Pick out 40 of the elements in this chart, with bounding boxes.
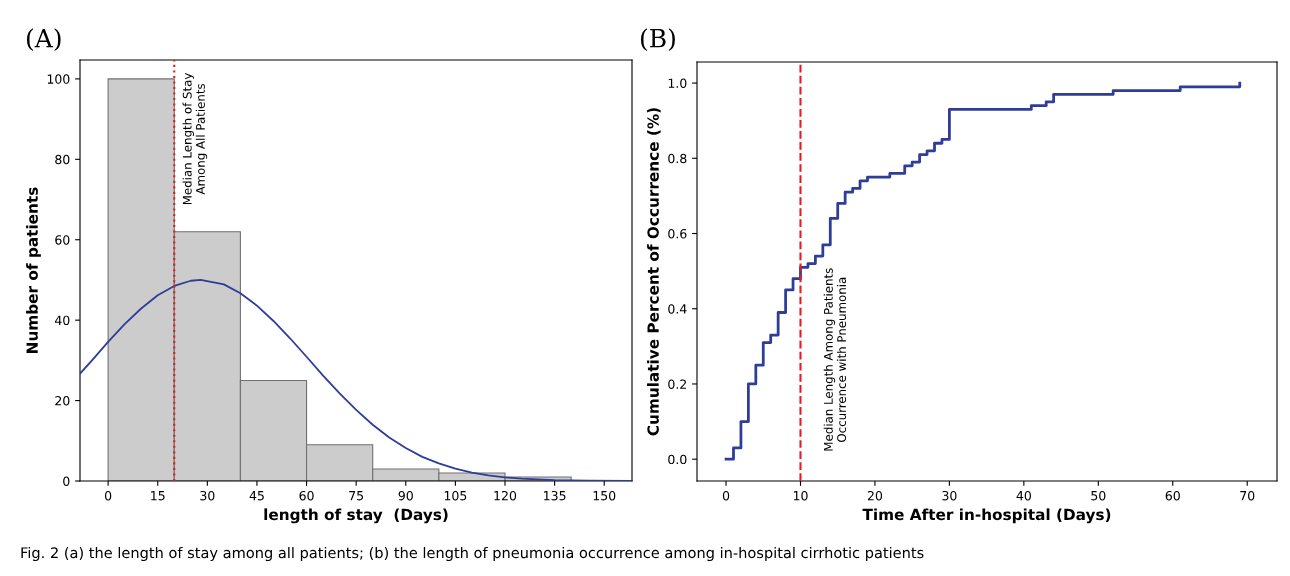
x-tick-label: 50: [1091, 490, 1106, 501]
y-tick-label: 0.6: [668, 228, 687, 239]
x-tick-label: 60: [1165, 490, 1180, 501]
y-tick-label: 40: [54, 315, 70, 326]
x-tick-label: 105: [444, 490, 467, 501]
x-tick-label: 40: [1016, 490, 1031, 501]
x-tick-label: 90: [398, 490, 413, 501]
y-tick-label: 20: [55, 396, 70, 406]
x-tick-label: 20: [867, 490, 883, 501]
x-axis-title: length of stay (Days): [264, 508, 448, 524]
text: (B): [640, 28, 675, 52]
x-tick-label: 135: [544, 490, 566, 501]
y-axis-title: Number of patients: [26, 187, 41, 353]
y-tick-label: 0.0: [668, 454, 687, 465]
x-tick-label: 0: [104, 490, 112, 501]
x-tick-label: 30: [942, 490, 957, 501]
y-tick-label: 80: [55, 154, 70, 165]
y-tick-label: 0.2: [668, 379, 687, 389]
x-tick-label: 150: [593, 490, 616, 501]
x-tick-label: 10: [793, 490, 808, 501]
y-tick-label: 60: [55, 235, 70, 245]
y-tick-label: 0.4: [668, 304, 687, 314]
x-tick-label: 15: [151, 491, 165, 501]
x-tick-label: 70: [1240, 490, 1255, 501]
x-tick-label: 45: [249, 491, 264, 501]
y-tick-label: 1.0: [668, 78, 687, 88]
y-tick-label: 100: [47, 74, 70, 84]
y-axis-title: Cumulative Percent of Occurrence (%): [647, 108, 661, 436]
y-tick-label: 0.8: [668, 153, 687, 164]
x-tick-label: 120: [494, 490, 517, 501]
ref-line-label: Median Length of Stay Among All Patients: [182, 72, 208, 205]
x-axis-title: Time After in-hospital (Days): [862, 508, 1111, 524]
x-tick-label: 0: [722, 490, 730, 501]
x-tick-label: 30: [200, 490, 215, 501]
x-tick-label: 75: [349, 491, 364, 501]
text: (A): [26, 28, 61, 52]
ref-line-label: Median Length Among Patients Occurrence with Pneumonia: [823, 268, 847, 451]
x-tick-label: 60: [299, 490, 314, 501]
caption: Fig. 2 (a) the length of stay among all patients; (b) the length of pneumonia occurrence among in-hospital cirrhotic patients: [21, 546, 924, 562]
y-tick-label: 0: [63, 476, 70, 486]
